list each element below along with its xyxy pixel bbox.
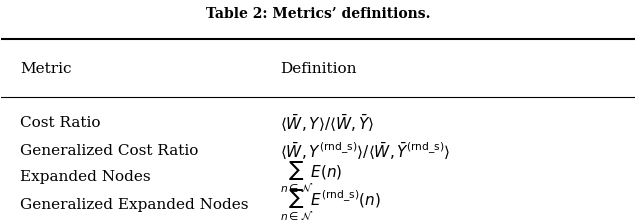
Text: $\sum_{n\in\mathcal{N}}E^{(\mathrm{rnd\_s})}(n)$: $\sum_{n\in\mathcal{N}}E^{(\mathrm{rnd\_… [280, 188, 381, 222]
Text: Expanded Nodes: Expanded Nodes [20, 170, 151, 184]
Text: Metric: Metric [20, 62, 72, 76]
Text: $\langle\bar{W},Y\rangle/\langle\bar{W},\bar{Y}\rangle$: $\langle\bar{W},Y\rangle/\langle\bar{W},… [280, 112, 374, 134]
Text: Table 2: Metrics’ definitions.: Table 2: Metrics’ definitions. [206, 7, 430, 21]
Text: Generalized Expanded Nodes: Generalized Expanded Nodes [20, 198, 249, 212]
Text: $\sum_{n\in\mathcal{N}}E(n)$: $\sum_{n\in\mathcal{N}}E(n)$ [280, 161, 342, 194]
Text: Generalized Cost Ratio: Generalized Cost Ratio [20, 144, 199, 158]
Text: $\langle\bar{W},Y^{(\mathrm{rnd\_s})}\rangle/\langle\bar{W},\bar{Y}^{(\mathrm{rn: $\langle\bar{W},Y^{(\mathrm{rnd\_s})}\ra… [280, 141, 450, 162]
Text: Definition: Definition [280, 62, 357, 76]
Text: Cost Ratio: Cost Ratio [20, 116, 101, 130]
